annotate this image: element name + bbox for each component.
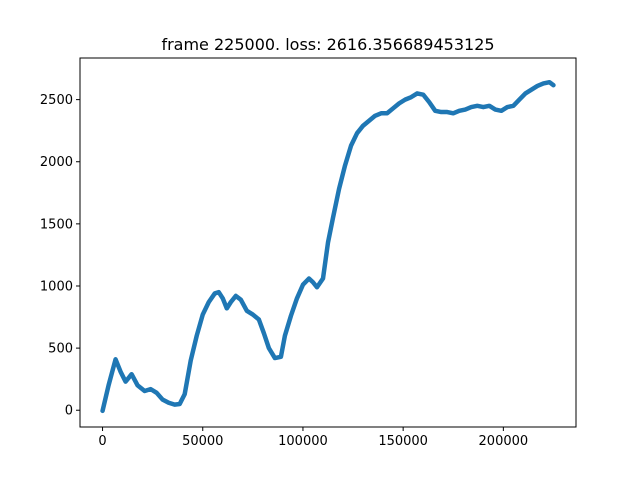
chart-title: frame 225000. loss: 2616.356689453125	[161, 35, 494, 54]
y-tick-label: 500	[48, 342, 73, 357]
x-tick-label: 0	[98, 434, 106, 449]
plot-area	[100, 79, 556, 414]
axis-ticks: 0 50000 100000 150000 200000 0 500 1000 1500 2000…	[40, 93, 528, 449]
y-tick-label: 1500	[40, 217, 73, 232]
axes-frame	[79, 57, 577, 428]
loss-series-line	[100, 79, 556, 414]
x-tick-label: 100000	[278, 434, 328, 449]
y-tick-label: 2500	[40, 93, 73, 108]
x-tick-label: 150000	[378, 434, 428, 449]
y-tick-label: 0	[65, 404, 73, 419]
y-tick-label: 1000	[40, 279, 73, 294]
x-tick-label: 200000	[479, 434, 529, 449]
y-tick-label: 2000	[40, 155, 73, 170]
x-tick-label: 50000	[182, 434, 223, 449]
